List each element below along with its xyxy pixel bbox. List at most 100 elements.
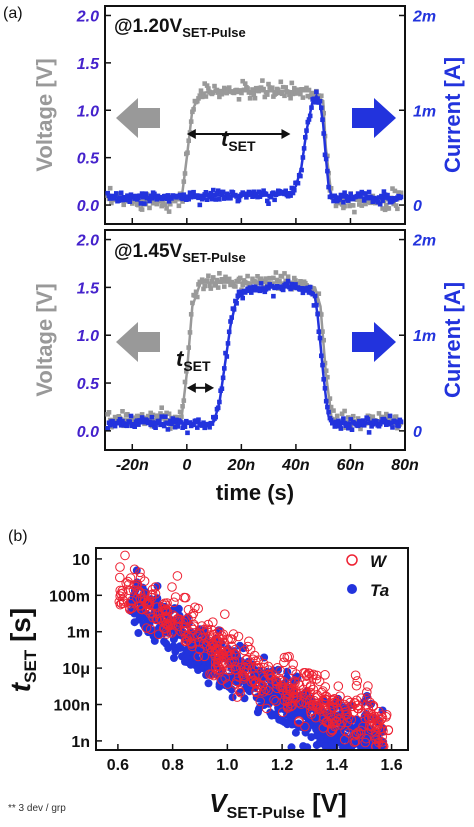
data-point-voltage (384, 411, 389, 417)
data-point-voltage (252, 279, 258, 284)
data-point-current (245, 192, 250, 198)
scatter-point-w (195, 628, 205, 639)
data-point-current (236, 197, 242, 203)
data-point-current (166, 199, 172, 204)
panel-label-b: (b) (8, 528, 28, 545)
data-point-voltage (358, 197, 363, 203)
scatter-point-w (258, 687, 269, 697)
data-point-voltage (238, 88, 243, 93)
data-point-current (376, 195, 382, 200)
voltage-axis-arrow-icon (116, 98, 160, 138)
data-point-current (193, 418, 199, 423)
data-point-current (300, 290, 306, 296)
data-point-voltage (352, 209, 357, 215)
data-point-current (268, 194, 274, 200)
scatter-point-w (272, 663, 283, 673)
scatter-point-w (170, 611, 180, 622)
data-point-voltage (346, 415, 351, 420)
scatter-point-ta (174, 604, 183, 613)
scatter-point-w (169, 597, 179, 608)
data-point-current (179, 420, 184, 425)
scatter-point-w (288, 659, 299, 670)
data-point-current (305, 285, 311, 291)
scatter-point-w (168, 610, 178, 620)
scatter-point-w (115, 599, 126, 610)
scatter-point-w (136, 604, 147, 615)
data-point-current (148, 193, 153, 199)
x-tick-label: 20n (227, 457, 256, 474)
scatter-point-w (345, 697, 356, 708)
data-point-voltage (166, 209, 172, 214)
data-point-current (320, 117, 325, 122)
scatter-point-w (145, 608, 156, 619)
data-point-voltage (366, 413, 372, 419)
data-point-current (331, 198, 336, 204)
data-point-voltage (191, 107, 196, 112)
data-point-current (386, 196, 392, 201)
data-point-voltage (293, 91, 298, 96)
data-point-current (242, 191, 248, 197)
data-point-current (212, 192, 217, 198)
data-point-voltage (202, 81, 207, 86)
data-point-voltage (347, 203, 352, 209)
data-point-voltage (285, 89, 291, 95)
data-point-voltage (107, 185, 113, 191)
data-point-voltage (214, 277, 220, 283)
data-point-current (208, 190, 214, 196)
data-point-voltage (334, 413, 340, 419)
data-point-voltage (163, 202, 168, 207)
data-point-current (289, 185, 295, 191)
data-point-voltage (342, 203, 347, 209)
scatter-point-ta (339, 743, 347, 750)
data-point-current (386, 421, 392, 427)
scatter-point-w (259, 662, 269, 673)
data-point-current (164, 196, 169, 201)
data-point-current (288, 286, 293, 292)
data-point-voltage (185, 364, 190, 369)
data-point-current (363, 420, 368, 425)
data-point-voltage (155, 413, 161, 418)
scatter-point-w (201, 624, 212, 635)
data-point-current (142, 201, 147, 206)
data-point-voltage (187, 330, 193, 335)
data-point-current (346, 198, 351, 203)
scatter-point-w (150, 589, 161, 599)
data-point-current (128, 192, 134, 197)
data-point-current (379, 419, 384, 424)
data-point-voltage (212, 83, 217, 89)
data-point-current (231, 307, 237, 312)
data-point-voltage (247, 281, 253, 286)
data-point-voltage (215, 285, 221, 290)
data-point-current (357, 418, 362, 424)
data-point-current (246, 288, 252, 293)
data-point-voltage (201, 286, 206, 292)
data-point-current (120, 418, 125, 424)
scatter-point-w (363, 681, 373, 691)
scatter-point-w (161, 605, 171, 616)
data-point-current (272, 197, 277, 203)
data-point-voltage (233, 284, 238, 289)
data-point-current (138, 201, 144, 206)
scatter-point-ta (271, 711, 279, 720)
y-tick-label-left: 1.5 (77, 280, 100, 297)
data-point-voltage (247, 96, 253, 101)
data-point-voltage (230, 281, 236, 287)
data-point-current (161, 423, 167, 429)
data-point-voltage (393, 414, 399, 419)
data-point-voltage (269, 85, 275, 90)
data-point-current (249, 190, 254, 196)
data-point-current (235, 293, 241, 299)
data-point-current (370, 199, 376, 204)
data-point-current (382, 192, 388, 197)
data-point-voltage (327, 396, 333, 401)
data-point-voltage (134, 413, 140, 419)
scatter-point-w (278, 707, 288, 718)
scatter-point-w (180, 625, 191, 636)
data-point-current (199, 423, 205, 428)
scatter-point-w (332, 695, 343, 706)
data-point-voltage (395, 206, 400, 212)
scatter-point-ta (345, 743, 354, 750)
data-point-voltage (180, 404, 185, 409)
data-point-current (251, 189, 257, 195)
scatter-point-w (203, 636, 213, 647)
